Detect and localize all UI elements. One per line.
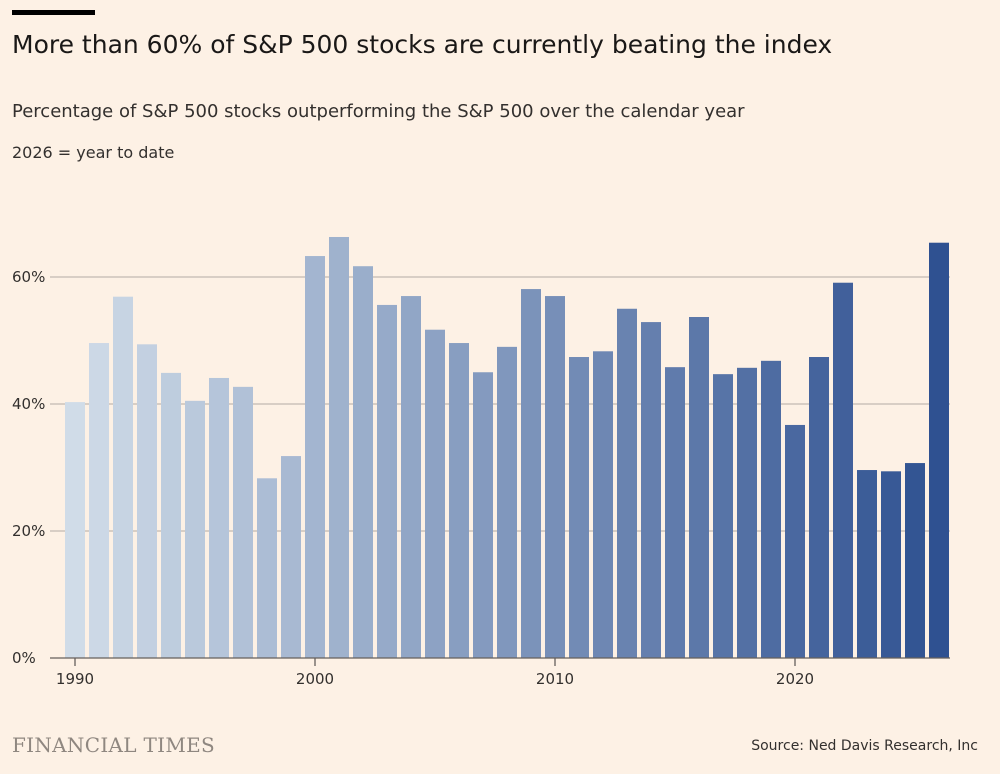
bar-2014 — [641, 322, 661, 658]
source-note: Source: Ned Davis Research, Inc — [751, 738, 978, 754]
ft-logo: FINANCIAL TIMES — [12, 733, 216, 757]
bar-2018 — [737, 367, 757, 658]
x-tick-label: 1990 — [56, 670, 94, 688]
bar-1995 — [185, 400, 205, 658]
bar-2013 — [617, 308, 637, 658]
bar-2017 — [713, 374, 733, 658]
bar-2016 — [689, 317, 709, 658]
bar-2019 — [761, 360, 781, 658]
bar-1991 — [89, 343, 109, 658]
bar-2021 — [809, 357, 829, 658]
bar-2009 — [521, 289, 541, 658]
bar-1992 — [113, 296, 133, 658]
x-tick-label: 2020 — [776, 670, 814, 688]
chart-note: 2026 = year to date — [12, 143, 175, 162]
bar-2015 — [665, 367, 685, 658]
bar-2026 — [929, 242, 949, 658]
bar-2000 — [305, 256, 325, 658]
chart-title: More than 60% of S&P 500 stocks are curr… — [12, 30, 833, 59]
bar-2006 — [449, 343, 469, 658]
bar-1999 — [281, 456, 301, 658]
bar-2012 — [593, 351, 613, 658]
bar-2004 — [401, 296, 421, 658]
bar-2024 — [881, 471, 901, 658]
x-tick-label: 2010 — [536, 670, 574, 688]
bar-2007 — [473, 372, 493, 658]
bar-1993 — [137, 344, 157, 658]
bar-2002 — [353, 266, 373, 658]
bar-2011 — [569, 357, 589, 658]
ft-accent-bar — [12, 10, 95, 15]
bar-1996 — [209, 377, 229, 658]
bar-1997 — [233, 386, 253, 658]
bar-2022 — [833, 282, 853, 658]
y-tick-label: 20% — [12, 522, 45, 540]
bar-2023 — [857, 470, 877, 658]
bar-2003 — [377, 304, 397, 658]
bar-1998 — [257, 478, 277, 658]
bar-2001 — [329, 236, 349, 658]
y-tick-label: 40% — [12, 395, 45, 413]
bar-2025 — [905, 463, 925, 658]
y-tick-label: 0% — [12, 649, 36, 667]
bar-2005 — [425, 329, 445, 658]
bar-2020 — [785, 424, 805, 658]
y-tick-label: 60% — [12, 268, 45, 286]
bar-2008 — [497, 346, 517, 658]
chart-subtitle: Percentage of S&P 500 stocks outperformi… — [12, 101, 745, 122]
bar-1994 — [161, 372, 181, 658]
x-tick-label: 2000 — [296, 670, 334, 688]
bar-1990 — [65, 402, 85, 658]
bar-2010 — [545, 296, 565, 658]
